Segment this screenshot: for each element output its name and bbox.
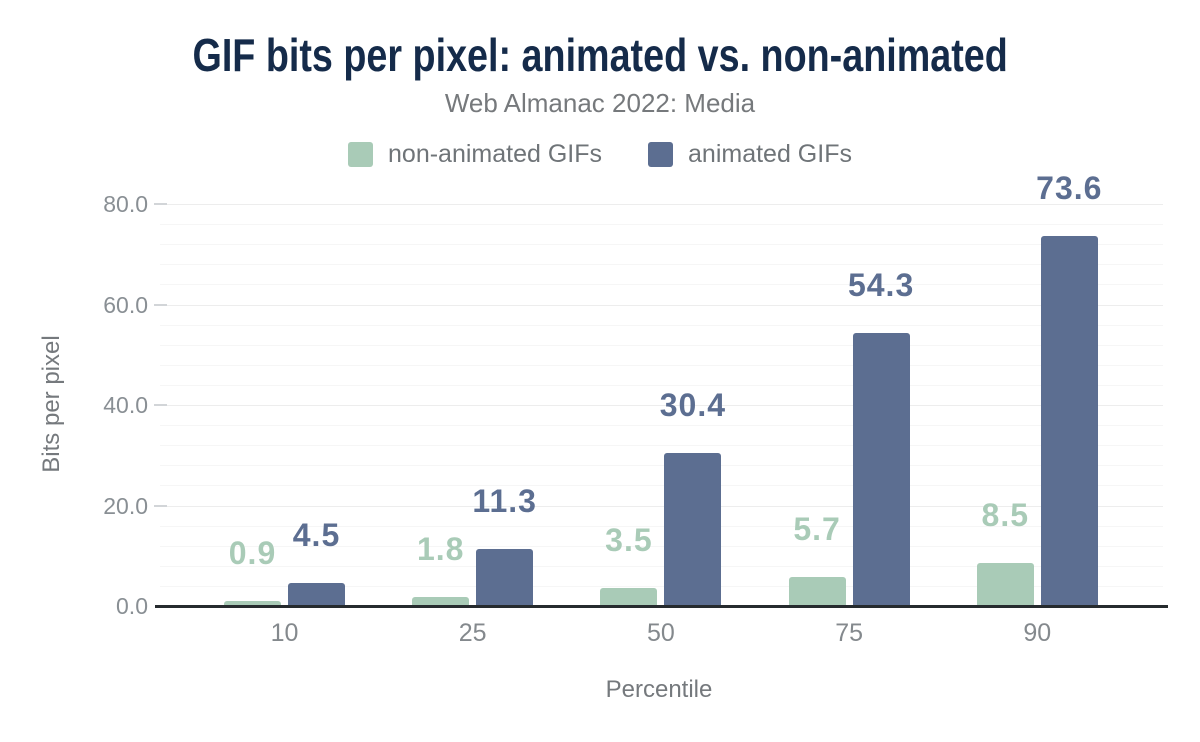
legend-swatch-animated-icon	[648, 142, 674, 167]
bar-value-label-animated-p90: 73.6	[1036, 170, 1103, 206]
y-axis-tick-label: 20.0	[103, 492, 148, 519]
legend-label-animated: animated GIFs	[688, 140, 852, 168]
minor-gridline	[160, 545, 1163, 547]
bar-non-animated-p75[interactable]	[788, 577, 846, 606]
minor-gridline	[160, 585, 1163, 587]
major-gridline	[160, 405, 1163, 406]
legend-item-animated: animated GIFs	[648, 140, 852, 169]
bar-animated-p75[interactable]	[852, 333, 910, 606]
y-axis-tick-mark	[154, 303, 167, 306]
bar-value-label-non-animated-p25: 1.8	[416, 531, 465, 567]
minor-gridline	[160, 224, 1163, 226]
x-axis-title: Percentile	[605, 676, 713, 703]
minor-gridline	[160, 244, 1163, 246]
bar-value-label-animated-p75: 54.3	[847, 267, 915, 303]
major-gridline	[160, 304, 1163, 306]
bar-value-label-animated-p50: 30.4	[659, 387, 727, 423]
minor-gridline	[160, 324, 1163, 326]
bar-value-label-animated-p10: 4.5	[292, 517, 341, 553]
bar-value-label-non-animated-p75: 5.7	[793, 511, 841, 547]
bar-value-label-non-animated-p10: 0.9	[228, 535, 277, 571]
minor-gridline	[160, 465, 1163, 467]
minor-gridline	[160, 565, 1163, 567]
bar-animated-p10[interactable]	[288, 583, 345, 606]
y-axis-tick-label: 0.0	[116, 593, 148, 619]
bar-animated-p50[interactable]	[664, 453, 722, 606]
bar-animated-p25[interactable]	[476, 549, 534, 606]
minor-gridline	[160, 284, 1163, 286]
y-axis-tick-label: 80.0	[103, 191, 148, 217]
x-axis-tick-label: 10	[270, 619, 299, 647]
minor-gridline	[160, 525, 1163, 527]
bar-non-animated-p50[interactable]	[600, 588, 658, 606]
legend-label-non-animated: non-animated GIFs	[388, 140, 603, 168]
chart-subtitle: Web Almanac 2022: Media	[444, 88, 756, 118]
minor-gridline	[160, 344, 1163, 346]
bar-non-animated-p90[interactable]	[976, 563, 1034, 606]
bar-value-label-animated-p25: 11.3	[472, 483, 537, 519]
chart-title: GIF bits per pixel: animated vs. non-ani…	[0, 28, 1200, 82]
y-axis-tick-label: 60.0	[103, 291, 148, 318]
y-axis-title: Bits per pixel	[38, 335, 65, 473]
y-axis-tick-label: 40.0	[103, 392, 148, 418]
bar-non-animated-p10[interactable]	[224, 601, 281, 606]
minor-gridline	[160, 264, 1163, 266]
chart-title-text: GIF bits per pixel: animated vs. non-ani…	[192, 29, 1008, 81]
minor-gridline	[160, 384, 1163, 386]
x-axis-tick-label: 50	[646, 619, 675, 647]
minor-gridline	[160, 485, 1163, 487]
major-gridline	[160, 204, 1163, 205]
legend-item-non-animated: non-animated GIFs	[348, 140, 602, 169]
y-axis-tick-mark	[154, 404, 167, 406]
x-axis-tick-label: 90	[1023, 619, 1052, 647]
x-axis-tick-label: 25	[458, 619, 487, 647]
bar-non-animated-p25[interactable]	[412, 597, 470, 606]
legend-swatch-non-animated-icon	[348, 142, 374, 167]
minor-gridline	[160, 445, 1163, 447]
x-axis-tick-label: 75	[835, 619, 863, 647]
chart-legend: non-animated GIFs animated GIFs	[0, 140, 1200, 169]
bar-animated-p90[interactable]	[1040, 236, 1098, 606]
bar-value-label-non-animated-p90: 8.5	[981, 497, 1030, 533]
y-axis-tick-mark	[154, 203, 167, 205]
minor-gridline	[160, 364, 1163, 366]
minor-gridline	[160, 425, 1163, 427]
bar-value-label-non-animated-p50: 3.5	[605, 522, 653, 558]
x-axis-line	[155, 605, 1168, 608]
major-gridline	[160, 505, 1163, 507]
y-axis-tick-mark	[154, 504, 167, 507]
